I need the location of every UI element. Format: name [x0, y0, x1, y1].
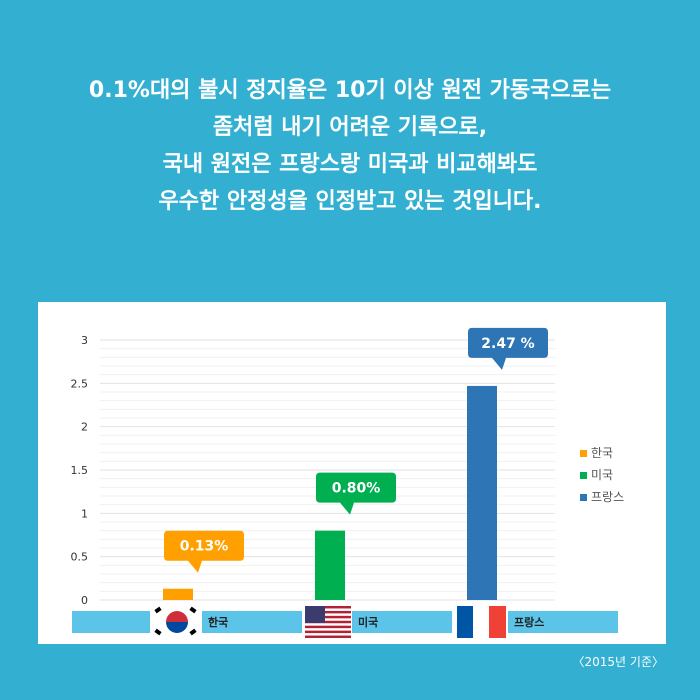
usa-flag-icon [305, 610, 351, 614]
usa-flag-icon [305, 625, 351, 629]
usa-flag-icon [305, 606, 325, 623]
usa-flag-icon [305, 615, 351, 619]
legend-swatch [580, 450, 587, 457]
korea-flag-icon [166, 622, 188, 633]
y-tick-label: 0 [81, 594, 88, 607]
data-label: 0.80% [332, 481, 381, 497]
korea-flag-icon [189, 606, 197, 614]
y-tick-label: 1 [81, 507, 88, 520]
korea-flag-icon [166, 611, 188, 622]
korea-flag-icon [154, 606, 162, 614]
x-category-label: 프랑스 [514, 616, 544, 629]
korea-flag-icon [189, 628, 197, 636]
y-tick-label: 2.5 [71, 377, 89, 390]
headline-line: 0.1%대의 불시 정지율은 10기 이상 원전 가동국으로는 [88, 78, 612, 103]
data-label-callout [468, 327, 548, 370]
legend-swatch [580, 494, 587, 501]
france-flag-icon [489, 606, 506, 638]
category-strip [202, 611, 302, 633]
headline-line: 좀처럼 내기 어려운 기록으로, [212, 115, 488, 140]
data-label-callout [316, 472, 396, 515]
data-label: 2.47 % [481, 336, 534, 352]
y-tick-label: 3 [81, 334, 88, 347]
bar-2 [315, 530, 345, 600]
y-tick-label: 0.5 [71, 551, 89, 564]
france-flag-icon [473, 606, 489, 638]
headline: 0.1%대의 불시 정지율은 10기 이상 원전 가동국으로는 좀처럼 내기 어… [0, 72, 700, 220]
usa-flag-icon [305, 620, 351, 624]
y-tick-label: 1.5 [71, 464, 89, 477]
y-tick-label: 2 [81, 421, 88, 434]
source-note: 〈2015년 기준〉 [572, 655, 664, 669]
france-flag-icon [457, 606, 473, 638]
korea-flag-icon [154, 628, 162, 636]
legend-entry: 한국 [591, 446, 613, 460]
bar-3 [467, 385, 497, 600]
legend-entry: 프랑스 [591, 490, 624, 504]
headline-line: 국내 원전은 프랑스랑 미국과 비교해봐도 [162, 152, 538, 177]
category-strip [352, 611, 452, 633]
headline-line: 우수한 안정성을 인정받고 있는 것입니다. [158, 189, 542, 214]
data-label-callout [164, 530, 244, 573]
bar-1 [163, 588, 193, 600]
legend-entry: 미국 [591, 468, 613, 482]
legend-swatch [580, 472, 587, 479]
usa-flag-icon [305, 635, 351, 638]
x-category-label: 한국 [208, 615, 228, 629]
category-strip [72, 611, 150, 633]
x-category-label: 미국 [358, 615, 378, 629]
category-strip [508, 611, 618, 633]
usa-flag-icon [305, 630, 351, 634]
usa-flag-icon [305, 606, 351, 609]
data-label: 0.13% [180, 539, 229, 555]
